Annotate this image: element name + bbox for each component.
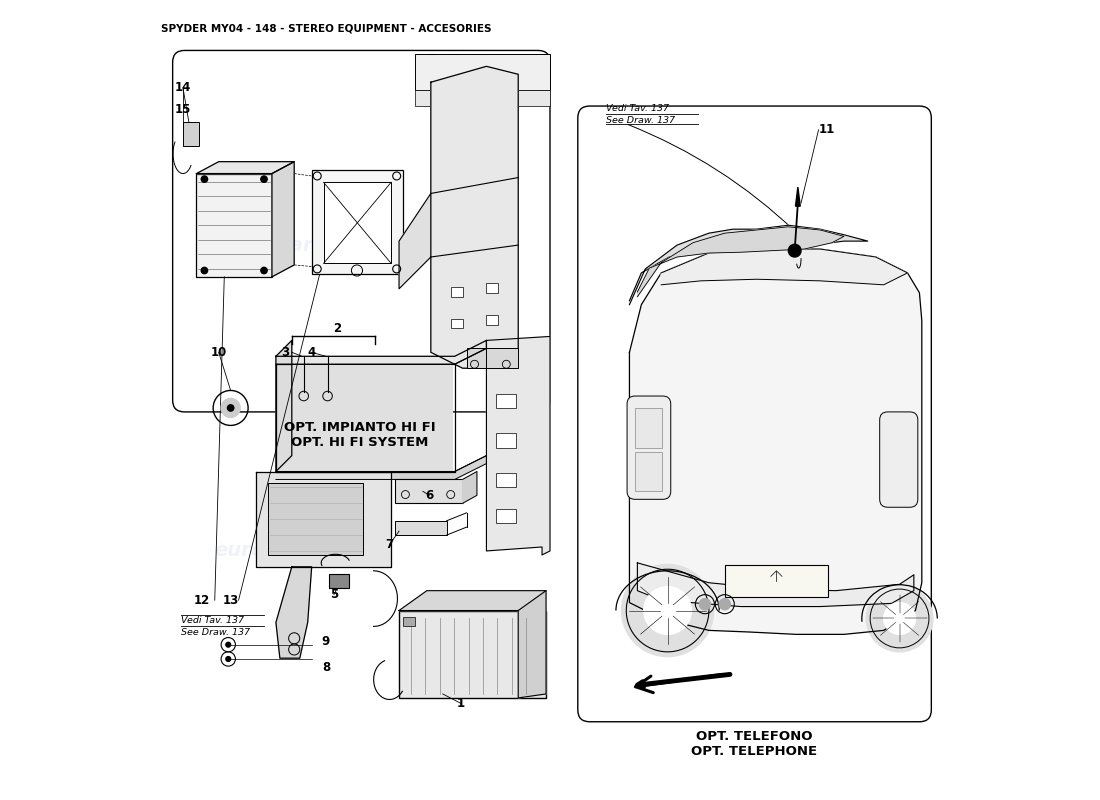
Bar bbox=[323, 182, 392, 263]
Circle shape bbox=[221, 398, 240, 418]
Bar bbox=[329, 574, 349, 588]
Bar bbox=[451, 319, 463, 329]
Text: SPYDER MY04 - 148 - STEREO EQUIPMENT - ACCESORIES: SPYDER MY04 - 148 - STEREO EQUIPMENT - A… bbox=[161, 23, 492, 34]
Polygon shape bbox=[637, 563, 914, 606]
Polygon shape bbox=[399, 590, 546, 610]
Text: 2: 2 bbox=[333, 322, 341, 335]
Text: Vedi Tav. 137
See Draw. 137: Vedi Tav. 137 See Draw. 137 bbox=[180, 616, 250, 637]
Circle shape bbox=[261, 176, 267, 182]
Bar bbox=[496, 434, 516, 448]
Bar bbox=[486, 315, 498, 325]
Polygon shape bbox=[795, 187, 801, 206]
Circle shape bbox=[261, 267, 267, 274]
Circle shape bbox=[866, 585, 933, 652]
FancyBboxPatch shape bbox=[880, 412, 917, 507]
Circle shape bbox=[700, 598, 711, 610]
Polygon shape bbox=[518, 590, 546, 698]
Circle shape bbox=[883, 602, 915, 634]
Text: 9: 9 bbox=[322, 635, 330, 648]
Circle shape bbox=[621, 565, 714, 657]
Text: eurospares: eurospares bbox=[214, 542, 338, 561]
Circle shape bbox=[228, 405, 234, 411]
Polygon shape bbox=[661, 249, 908, 285]
Bar bbox=[496, 473, 516, 487]
Text: Vedi Tav. 137
See Draw. 137: Vedi Tav. 137 See Draw. 137 bbox=[606, 105, 675, 126]
Bar bbox=[415, 54, 550, 90]
Bar bbox=[415, 90, 550, 106]
Circle shape bbox=[644, 586, 692, 634]
Text: 15: 15 bbox=[175, 102, 191, 116]
Bar bbox=[277, 366, 453, 470]
Polygon shape bbox=[197, 162, 294, 174]
Polygon shape bbox=[276, 567, 311, 658]
Text: 14: 14 bbox=[175, 82, 191, 94]
Bar bbox=[311, 170, 403, 274]
Bar bbox=[395, 521, 447, 535]
Polygon shape bbox=[629, 249, 922, 634]
Bar bbox=[197, 174, 272, 277]
Polygon shape bbox=[276, 341, 486, 364]
Text: 5: 5 bbox=[330, 588, 338, 601]
Circle shape bbox=[226, 642, 231, 647]
Text: 3: 3 bbox=[282, 346, 289, 359]
Text: OPT. TELEFONO
OPT. TELEPHONE: OPT. TELEFONO OPT. TELEPHONE bbox=[691, 730, 817, 758]
Bar bbox=[466, 348, 518, 368]
Bar bbox=[451, 287, 463, 297]
Circle shape bbox=[201, 267, 208, 274]
Text: 11: 11 bbox=[818, 123, 835, 136]
Bar bbox=[399, 610, 546, 698]
Circle shape bbox=[201, 176, 208, 182]
Polygon shape bbox=[399, 194, 431, 289]
Polygon shape bbox=[276, 341, 292, 471]
Text: eurospares: eurospares bbox=[693, 366, 816, 386]
FancyBboxPatch shape bbox=[627, 396, 671, 499]
Polygon shape bbox=[272, 162, 294, 277]
Text: 8: 8 bbox=[322, 662, 330, 674]
Polygon shape bbox=[629, 226, 868, 305]
Bar bbox=[496, 509, 516, 523]
Text: OPT. IMPIANTO HI FI
OPT. HI FI SYSTEM: OPT. IMPIANTO HI FI OPT. HI FI SYSTEM bbox=[284, 421, 436, 449]
Bar bbox=[486, 283, 498, 293]
Polygon shape bbox=[637, 227, 844, 297]
Bar bbox=[183, 122, 199, 146]
Text: 1: 1 bbox=[456, 697, 465, 710]
Circle shape bbox=[226, 657, 231, 662]
Text: 7: 7 bbox=[385, 538, 394, 551]
Bar bbox=[725, 566, 828, 597]
Circle shape bbox=[719, 598, 730, 610]
Bar bbox=[496, 394, 516, 408]
Polygon shape bbox=[276, 456, 486, 479]
Bar bbox=[635, 452, 662, 491]
Bar bbox=[635, 408, 662, 448]
Text: eurospares: eurospares bbox=[214, 235, 338, 254]
Circle shape bbox=[789, 244, 801, 257]
Polygon shape bbox=[463, 471, 477, 503]
Text: 10: 10 bbox=[210, 346, 227, 359]
FancyArrowPatch shape bbox=[636, 674, 722, 693]
Polygon shape bbox=[256, 471, 392, 567]
Text: 12: 12 bbox=[194, 594, 210, 606]
Polygon shape bbox=[486, 337, 550, 555]
Text: 6: 6 bbox=[425, 489, 433, 502]
Text: 4: 4 bbox=[308, 346, 316, 359]
Bar bbox=[395, 479, 463, 503]
Bar bbox=[268, 483, 363, 555]
Text: 13: 13 bbox=[222, 594, 239, 606]
Polygon shape bbox=[431, 66, 518, 368]
Bar bbox=[403, 617, 415, 626]
